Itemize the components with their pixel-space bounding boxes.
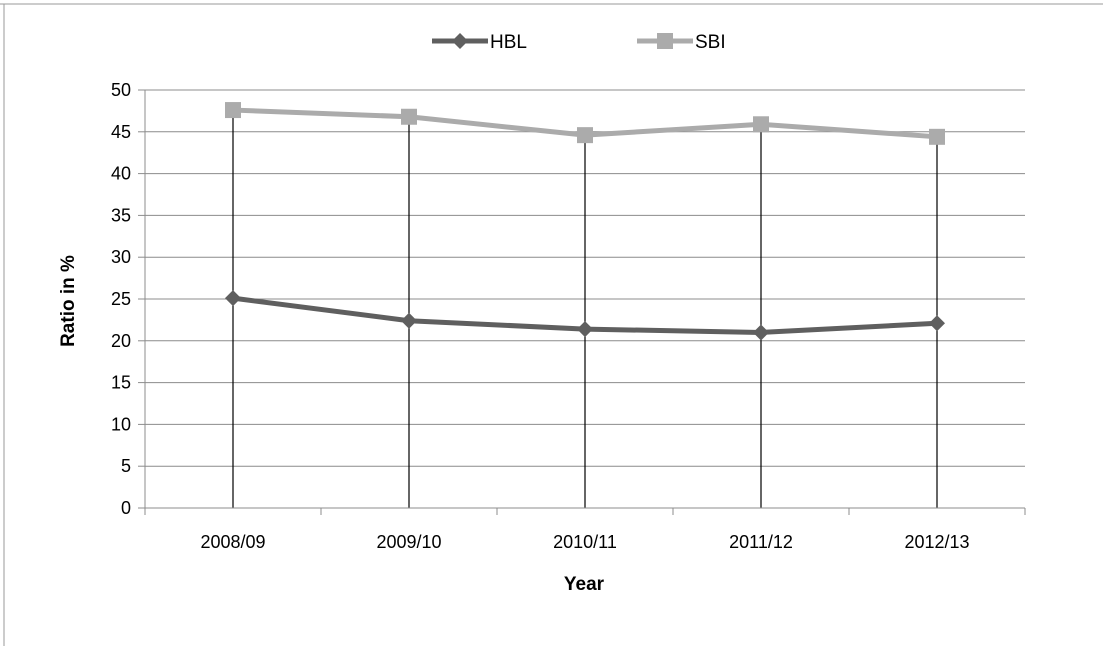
y-tick-label: 25 — [111, 289, 131, 309]
y-tick-label: 20 — [111, 331, 131, 351]
legend-marker-sbi — [657, 33, 673, 49]
x-tick-label: 2012/13 — [904, 532, 969, 552]
y-tick-label: 15 — [111, 373, 131, 393]
y-tick-label: 30 — [111, 247, 131, 267]
y-tick-label: 35 — [111, 205, 131, 225]
x-axis-title: Year — [564, 574, 605, 595]
y-tick-label: 10 — [111, 414, 131, 434]
data-point-sbi — [929, 128, 945, 145]
y-axis-title: Ratio in % — [58, 255, 79, 347]
x-tick-label: 2010/11 — [553, 532, 617, 552]
x-tick-label: 2008/09 — [200, 532, 265, 552]
x-tick-label: 2011/12 — [729, 532, 793, 552]
y-tick-label: 0 — [121, 498, 131, 518]
data-point-sbi — [753, 116, 769, 133]
x-tick-label: 2009/10 — [376, 532, 441, 552]
data-point-hbl — [753, 324, 769, 341]
x-tick-labels: 2008/09 2009/10 2010/11 2011/12 2012/13 — [200, 532, 969, 552]
data-point-hbl — [577, 321, 593, 338]
legend: HBL SBI — [432, 32, 726, 53]
y-tick-label: 5 — [121, 456, 131, 476]
y-tick-labels: 0 5 10 15 20 25 30 35 40 45 50 — [111, 80, 131, 518]
legend-label-hbl: HBL — [490, 32, 527, 53]
data-point-sbi — [225, 102, 241, 119]
data-point-hbl — [929, 315, 945, 332]
y-tick-label: 45 — [111, 122, 131, 142]
legend-label-sbi: SBI — [695, 32, 726, 53]
series — [225, 102, 945, 341]
data-point-sbi — [401, 108, 417, 125]
y-tick-label: 40 — [111, 164, 131, 184]
legend-marker-hbl — [452, 33, 468, 49]
drop-lines — [232, 110, 938, 508]
axes — [138, 89, 1026, 515]
y-tick-label: 50 — [111, 80, 131, 100]
data-point-sbi — [577, 127, 593, 144]
data-point-hbl — [401, 312, 417, 329]
data-point-hbl — [225, 290, 241, 307]
